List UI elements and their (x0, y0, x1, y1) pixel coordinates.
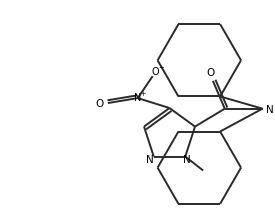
Text: $\mathregular{N^{+}}$: $\mathregular{N^{+}}$ (133, 91, 147, 104)
Text: N: N (266, 105, 273, 115)
Text: O: O (207, 68, 215, 78)
Text: O: O (96, 99, 104, 109)
Text: $\mathregular{O^{-}}$: $\mathregular{O^{-}}$ (151, 65, 166, 77)
Text: N: N (146, 155, 154, 165)
Text: N: N (183, 155, 191, 165)
